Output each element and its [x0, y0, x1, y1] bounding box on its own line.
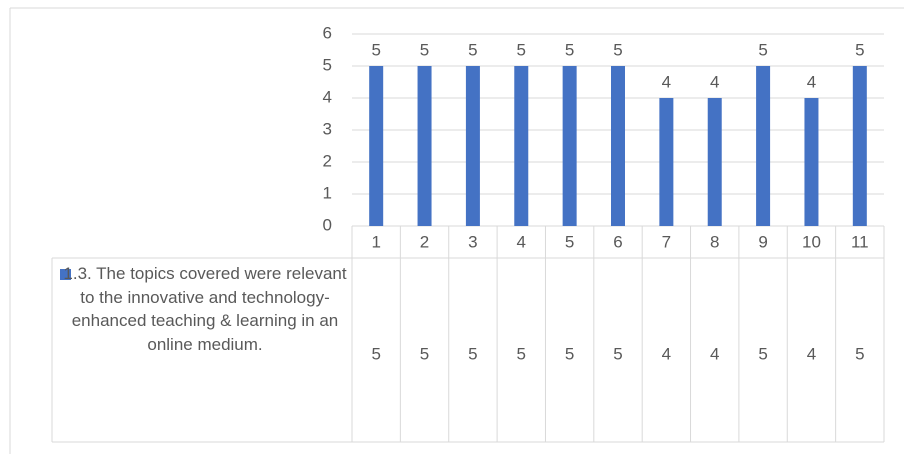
table-value: 5	[758, 344, 767, 363]
y-tick-label: 2	[323, 151, 332, 170]
series-name: 1.3. The topics covered were relevant to…	[63, 264, 347, 354]
bar	[562, 66, 577, 226]
table-value: 5	[855, 344, 864, 363]
x-tick-label: 8	[710, 232, 719, 251]
data-label: 5	[468, 40, 477, 59]
table-value: 4	[807, 344, 816, 363]
data-label: 5	[420, 40, 429, 59]
x-tick-label: 6	[613, 232, 622, 251]
y-tick-label: 6	[323, 23, 332, 42]
y-tick-label: 3	[323, 119, 332, 138]
bar	[514, 66, 529, 226]
data-label: 5	[371, 40, 380, 59]
y-tick-label: 0	[323, 215, 332, 234]
data-label: 5	[613, 40, 622, 59]
data-label: 5	[565, 40, 574, 59]
y-tick-label: 4	[323, 87, 332, 106]
data-label: 4	[807, 72, 816, 91]
table-value: 4	[662, 344, 671, 363]
x-tick-label: 1	[371, 232, 380, 251]
x-tick-label: 5	[565, 232, 574, 251]
data-label: 4	[662, 72, 671, 91]
data-label: 5	[517, 40, 526, 59]
table-value: 5	[371, 344, 380, 363]
x-tick-label: 3	[468, 232, 477, 251]
table-value: 5	[565, 344, 574, 363]
bar	[659, 98, 674, 226]
bar	[611, 66, 625, 226]
x-tick-label: 9	[758, 232, 767, 251]
bar	[417, 66, 432, 226]
x-tick-label: 10	[802, 232, 821, 251]
legend-swatch	[60, 269, 71, 280]
x-tick-label: 7	[662, 232, 671, 251]
table-value: 5	[468, 344, 477, 363]
table-value: 5	[420, 344, 429, 363]
table-value: 5	[613, 344, 622, 363]
y-tick-label: 5	[323, 55, 332, 74]
bar	[465, 66, 480, 226]
x-tick-label: 11	[851, 232, 869, 251]
data-label: 4	[710, 72, 719, 91]
data-label: 5	[758, 40, 767, 59]
data-label: 5	[855, 40, 864, 59]
y-tick-label: 1	[323, 183, 332, 202]
bar	[707, 98, 722, 226]
x-tick-label: 4	[517, 232, 526, 251]
bar	[804, 98, 819, 226]
x-tick-label: 2	[420, 232, 429, 251]
table-value: 5	[517, 344, 526, 363]
bar	[369, 66, 384, 226]
bar	[756, 66, 771, 226]
bar	[852, 66, 867, 226]
table-value: 4	[710, 344, 719, 363]
